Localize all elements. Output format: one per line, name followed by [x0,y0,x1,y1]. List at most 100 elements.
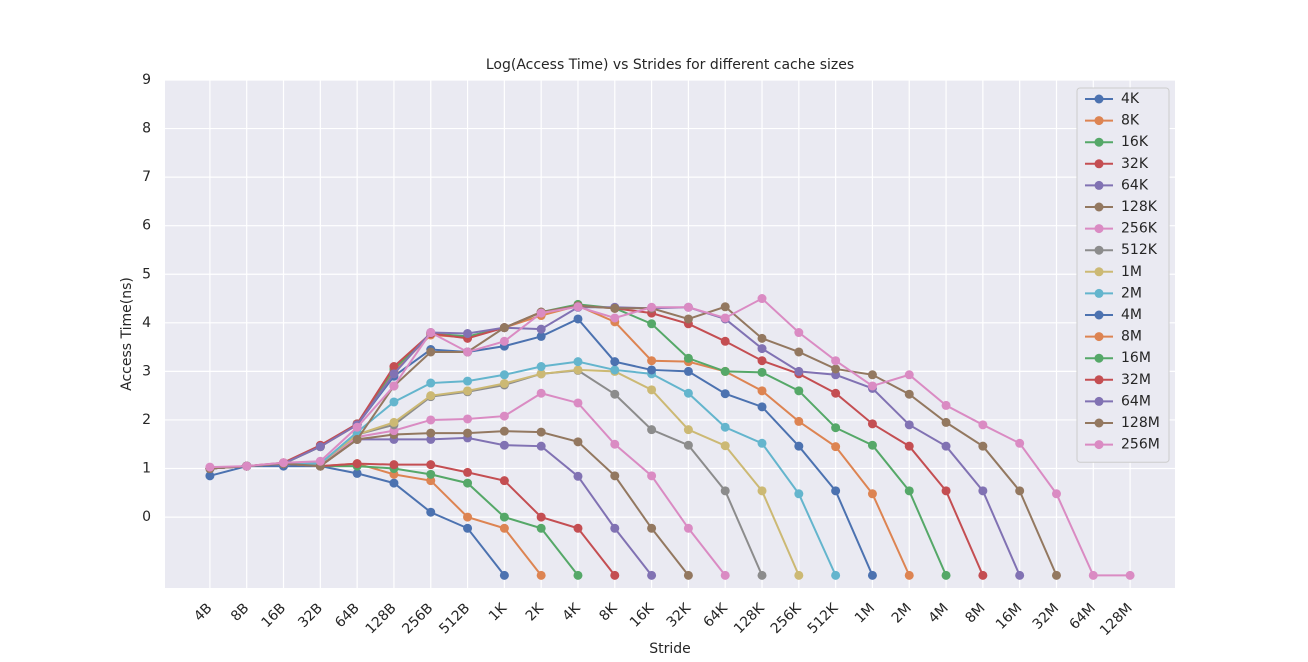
data-point [720,336,730,346]
data-point [683,388,693,398]
series-line [209,304,1058,576]
data-point [352,422,362,432]
data-point [610,570,620,580]
legend-marker [1094,116,1104,126]
data-point [904,420,914,430]
data-point [683,366,693,376]
data-point [573,523,583,533]
data-point [831,388,841,398]
data-point [867,381,877,391]
data-point [757,402,767,412]
data-point [499,370,509,380]
data-point [941,441,951,451]
data-point [536,331,546,341]
data-point [573,365,583,375]
data-point [794,366,804,376]
legend-marker [1094,440,1104,450]
legend-label: 32M [1121,372,1151,388]
data-point [536,512,546,522]
data-point [683,314,693,324]
plot-area [165,80,1175,588]
x-tick-label: 32K [664,600,695,631]
data-point [683,302,693,312]
legend-marker [1094,310,1104,320]
y-tick-label: 8 [142,121,151,137]
data-point [610,523,620,533]
legend-label: 16K [1121,134,1149,150]
data-point [499,570,509,580]
data-point [610,313,620,323]
data-point [610,439,620,449]
data-point [904,570,914,580]
data-point [389,417,399,427]
data-point [757,570,767,580]
data-point [647,319,657,329]
data-point [904,370,914,380]
x-tick-label: 4M [926,600,952,626]
y-tick-label: 5 [142,266,151,282]
data-point [757,294,767,304]
data-point [610,303,620,313]
data-point [426,391,436,401]
data-point [499,336,509,346]
data-point [242,461,252,471]
x-tick-label: 8M [962,600,988,626]
data-point [757,367,767,377]
data-point [978,570,988,580]
data-point [610,389,620,399]
data-point [573,437,583,447]
legend-marker [1094,332,1104,342]
x-tick-label: 32M [1030,600,1062,632]
x-tick-label: 16M [993,600,1025,632]
data-point [463,376,473,386]
data-point [426,378,436,388]
x-tick-label: 128B [363,600,400,637]
data-point [720,486,730,496]
data-point [831,442,841,452]
data-point [573,570,583,580]
x-tick-label: 4K [560,600,585,625]
x-tick-label: 64B [332,600,363,631]
data-point [794,416,804,426]
x-tick-label: 256B [399,600,436,637]
legend-label: 1M [1121,264,1142,280]
data-point [647,356,657,366]
legend-label: 16M [1121,350,1151,366]
data-point [647,425,657,435]
data-point [794,570,804,580]
data-point [315,442,325,452]
data-point [757,386,767,396]
data-point [205,471,215,481]
data-point [389,478,399,488]
y-tick-label: 2 [142,412,151,428]
x-tick-label: 8B [228,600,252,624]
data-point [315,456,325,466]
data-point [683,523,693,533]
series-line [209,360,837,576]
data-point [831,364,841,374]
x-tick-label: 256K [768,600,805,637]
x-tick-label: 1K [486,600,511,625]
x-tick-label: 16K [627,600,658,631]
data-point [426,469,436,479]
legend-label: 32K [1121,156,1149,172]
data-point [831,570,841,580]
data-point [352,468,362,478]
data-point [904,389,914,399]
data-point [1051,570,1061,580]
legend-marker [1094,396,1104,406]
legend-marker [1094,375,1104,385]
data-point [794,441,804,451]
data-point [941,486,951,496]
data-point [463,478,473,488]
data-point [536,369,546,379]
y-tick-label: 1 [142,461,151,477]
legend-label: 4M [1121,307,1142,323]
x-tick-label: 32B [295,600,326,631]
legend-marker [1094,94,1104,104]
data-point [757,356,767,366]
data-point [389,397,399,407]
data-point [499,426,509,436]
data-point [720,366,730,376]
x-tick-label: 128M [1097,600,1136,639]
